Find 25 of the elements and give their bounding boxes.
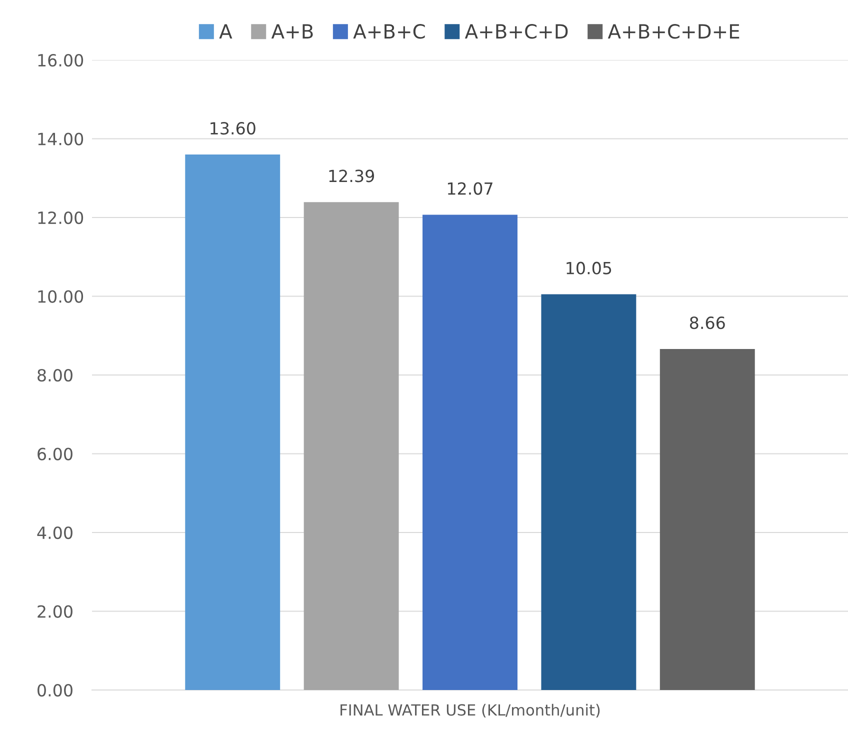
data-label: 12.07: [448, 182, 492, 195]
y-tick-label: 2.00: [38, 605, 72, 618]
bar: [422, 214, 518, 690]
legend-label: A+B+C+D: [464, 24, 568, 39]
data-label: 8.66: [690, 316, 725, 330]
legend-label: A: [219, 24, 232, 38]
data-label: 10.05: [566, 262, 612, 274]
y-tick-label: 4.00: [37, 526, 72, 540]
bar: [304, 202, 399, 690]
y-tick-label: 10.00: [38, 290, 84, 303]
y-tick-label: 6.00: [38, 448, 72, 460]
data-label: 13.60: [210, 122, 256, 135]
y-tick-label: 14.00: [38, 132, 84, 146]
y-tick-label: 8.00: [38, 368, 72, 382]
y-tick-label: 12.00: [38, 211, 84, 224]
legend-label: A+B+C+D+E: [608, 24, 740, 39]
bar: [185, 154, 280, 690]
y-tick-label: 16.00: [38, 54, 84, 67]
bar: [541, 294, 636, 690]
y-tick-label: 0.00: [38, 684, 72, 697]
x-tick-label: FINAL WATER USE (KL/month/unit): [340, 704, 600, 718]
data-label: 12.39: [329, 170, 374, 182]
legend-label: A+B+C: [353, 24, 425, 39]
legend-label: A+B: [271, 24, 313, 38]
bar: [660, 349, 755, 690]
